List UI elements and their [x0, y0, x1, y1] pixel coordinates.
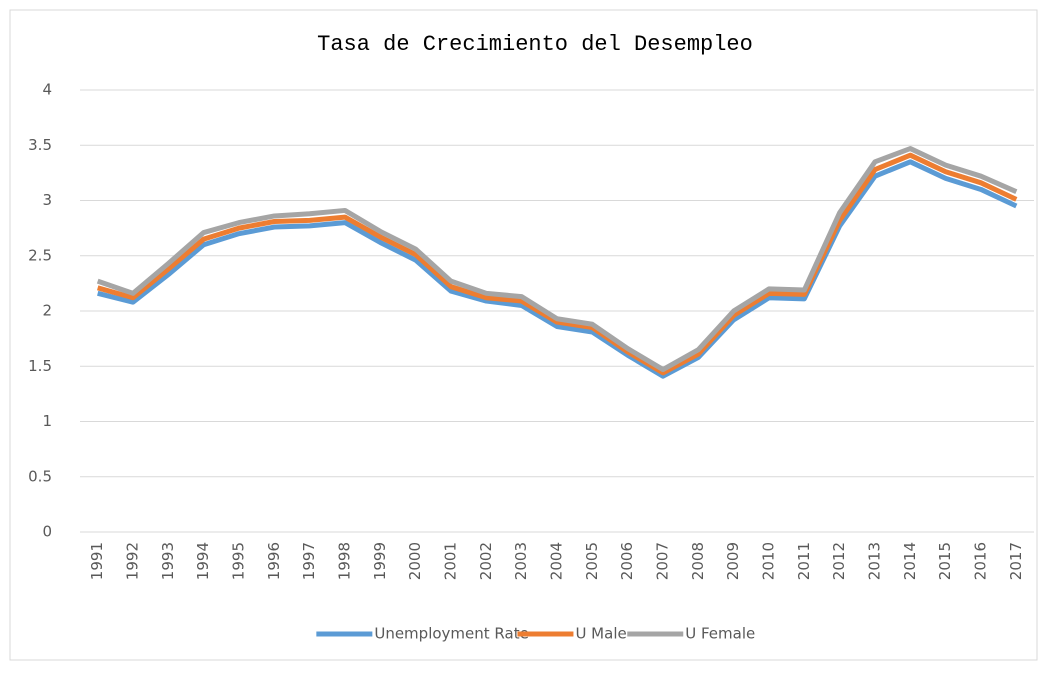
y-tick-label: 0: [42, 523, 52, 541]
y-tick-label: 2: [42, 302, 52, 320]
x-tick-label: 2011: [795, 542, 813, 580]
x-tick-label: 2014: [901, 542, 919, 580]
x-tick-label: 2007: [654, 542, 672, 580]
x-tick-label: 2009: [724, 542, 742, 580]
x-tick-label: 2006: [618, 542, 636, 580]
x-tick-label: 2005: [583, 542, 601, 580]
y-tick-label: 1.5: [28, 357, 52, 375]
y-tick-label: 4: [42, 81, 52, 99]
x-tick-label: 2004: [548, 542, 566, 580]
y-tick-label: 1: [42, 412, 52, 430]
x-tick-label: 2010: [760, 542, 778, 580]
chart-frame: [9, 9, 1038, 661]
chart-title: Tasa de Crecimiento del Desempleo: [317, 32, 753, 57]
x-tick-label: 1991: [88, 542, 106, 580]
x-tick-label: 1995: [230, 542, 248, 580]
x-tick-label: 2000: [406, 542, 424, 580]
y-tick-label: 2.5: [28, 246, 52, 264]
line-series: [96, 152, 1018, 376]
x-tick-label: 2017: [1007, 542, 1025, 580]
line-series: [96, 146, 1018, 373]
legend-label: U Male: [575, 625, 626, 643]
x-tick-label: 2002: [477, 542, 495, 580]
x-tick-label: 2015: [936, 542, 954, 580]
x-tick-label: 1992: [124, 542, 142, 580]
x-tick-label: 1997: [300, 542, 318, 580]
x-tick-label: 1999: [371, 542, 389, 580]
x-tick-label: 1994: [194, 542, 212, 580]
x-tick-label: 2012: [830, 542, 848, 580]
x-tick-label: 2016: [972, 542, 990, 580]
legend-label: Unemployment Rate: [374, 625, 528, 643]
x-tick-label: 2003: [512, 542, 530, 580]
x-tick-label: 1993: [159, 542, 177, 580]
x-tick-label: 2001: [442, 542, 460, 580]
y-tick-label: 0.5: [28, 467, 52, 485]
x-tick-label: 2013: [866, 542, 884, 580]
x-tick-label: 1996: [265, 542, 283, 580]
y-tick-label: 3.5: [28, 136, 52, 154]
legend-label: U Female: [685, 625, 755, 643]
y-tick-label: 3: [42, 191, 52, 209]
x-tick-label: 2008: [689, 542, 707, 580]
x-tick-label: 1998: [336, 542, 354, 580]
line-series: [97, 159, 1018, 379]
